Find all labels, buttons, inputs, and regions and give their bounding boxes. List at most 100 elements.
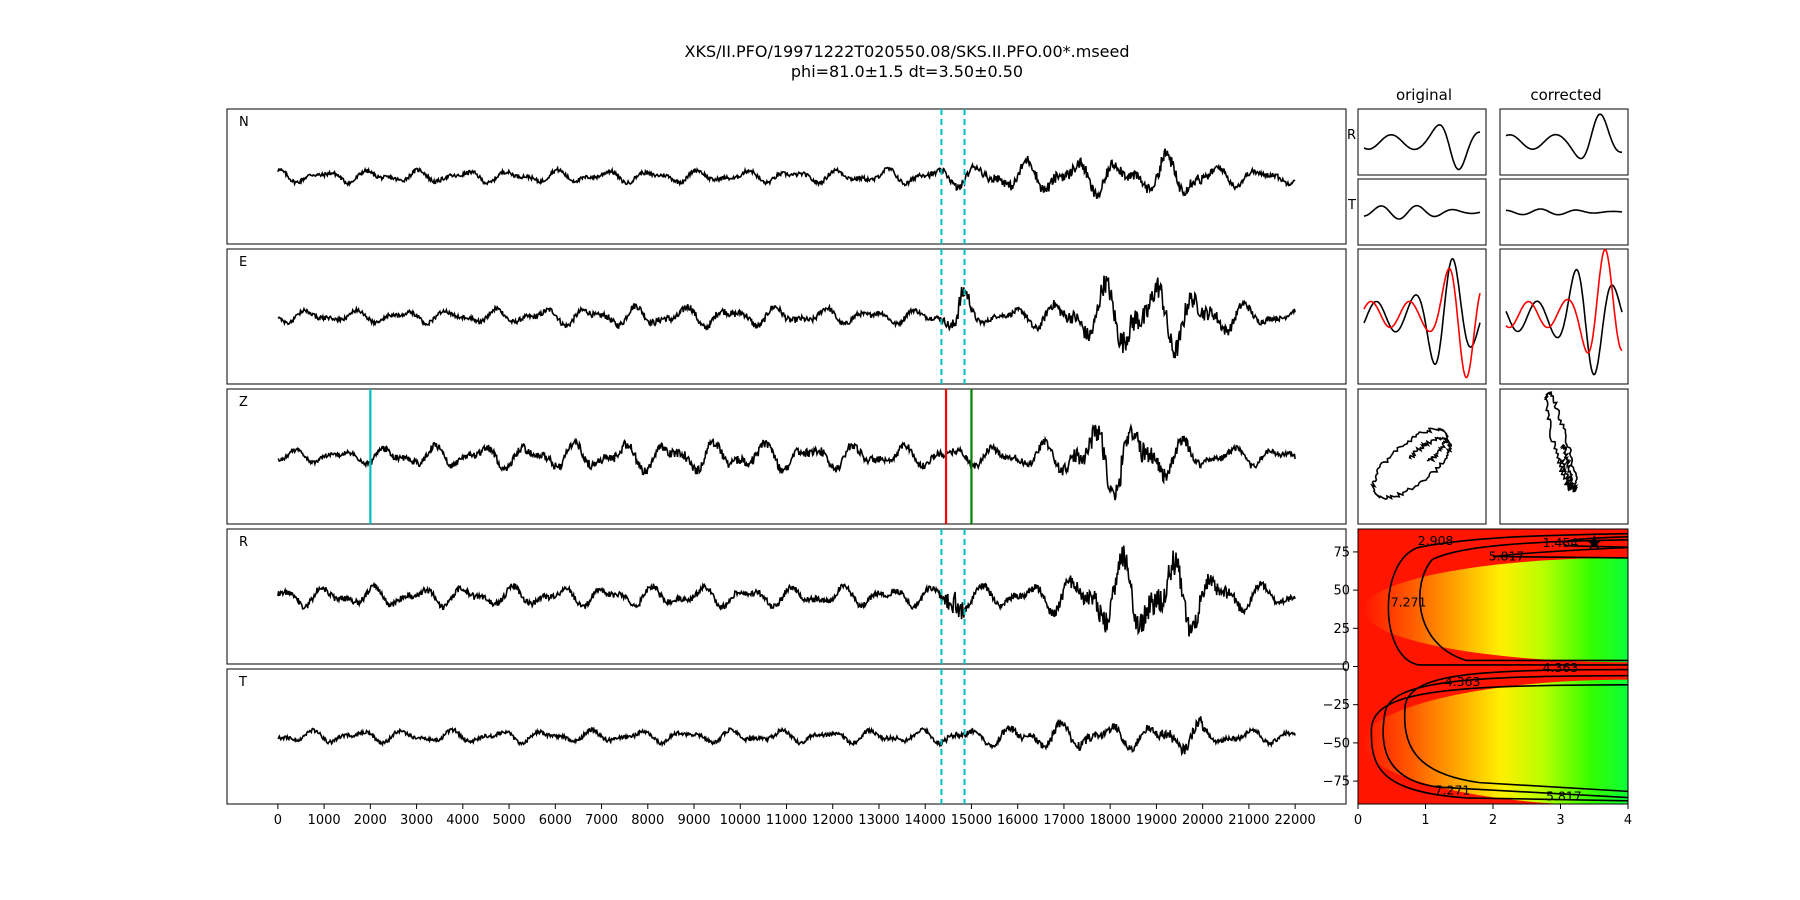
corrected-waveform-overlay: [1499, 248, 1629, 385]
trace-panel-label: N: [239, 115, 249, 130]
trace-panel-frame: [226, 248, 1347, 385]
heatmap-y-tick-label: 75: [1333, 545, 1350, 560]
splitting-grid-panel: 2.908 1.454 5.817 7.271 4.363 4.363 7.271 5.817…: [1323, 528, 1632, 828]
lower-minimum-band: [1363, 679, 1628, 804]
x-tick-label: 16000: [997, 813, 1038, 828]
trace-panel-r: R: [226, 528, 1347, 665]
x-tick-label: 4000: [446, 813, 479, 828]
x-tick-label: 0: [274, 813, 282, 828]
original-t-component: [1357, 178, 1487, 246]
contour-line: [1370, 684, 1628, 802]
mini-panel-frame: [1357, 108, 1487, 176]
fast-waveform: [1363, 257, 1481, 366]
mini-panel-frame: [1499, 178, 1629, 246]
contour-label: 4.363: [1543, 660, 1579, 675]
transverse-waveform: [1363, 204, 1481, 220]
heatmap-x-tick-label: 2: [1489, 813, 1497, 828]
contour-label: 5.817: [1489, 549, 1525, 564]
trace-panel-t: T: [226, 668, 1347, 805]
contour-line: [1403, 668, 1628, 793]
contour-line: [1562, 536, 1628, 548]
trace-panel-frame: [226, 388, 1347, 525]
mini-panel-frame: [1357, 178, 1487, 246]
seismic-trace: [277, 275, 1296, 359]
heatmap-y-tick-label: 0: [1342, 660, 1350, 675]
x-tick-label: 6000: [539, 813, 572, 828]
seismic-trace: [277, 716, 1296, 757]
fast-waveform: [1505, 268, 1623, 376]
trace-panel-label: R: [239, 535, 248, 550]
seismic-trace: [277, 148, 1296, 200]
mini-panel-frame: [1499, 248, 1629, 385]
trace-panel-frame: [226, 528, 1347, 665]
trace-panel-label: T: [238, 675, 247, 690]
x-tick-label: 22000: [1274, 813, 1315, 828]
heatmap-y-tick-label: −25: [1323, 698, 1350, 713]
row-label-t: T: [1347, 198, 1356, 213]
contour-label: 7.271: [1391, 594, 1427, 609]
seismic-trace: [277, 545, 1296, 637]
contour-line: [1492, 546, 1628, 559]
seismic-trace: [277, 423, 1296, 501]
trace-panel-label: E: [239, 255, 247, 270]
x-tick-label: 17000: [1043, 813, 1084, 828]
corrected-r-component: [1499, 108, 1629, 176]
mini-panel-frame: [1357, 388, 1487, 525]
column-title-original: original: [1396, 86, 1452, 104]
trace-panels: N E Z R T: [226, 108, 1347, 805]
x-tick-label: 19000: [1136, 813, 1177, 828]
contour-label: 7.271: [1435, 782, 1471, 797]
x-tick-label: 21000: [1228, 813, 1269, 828]
contour-line: [1387, 532, 1628, 666]
slow-waveform: [1363, 267, 1481, 379]
x-tick-label: 7000: [585, 813, 618, 828]
x-tick-label: 15000: [951, 813, 992, 828]
x-tick-label: 8000: [631, 813, 664, 828]
figure-subtitle: phi=81.0±1.5 dt=3.50±0.50: [791, 62, 1023, 81]
radial-waveform: [1505, 113, 1622, 160]
x-tick-label: 11000: [766, 813, 807, 828]
original-waveform-overlay: [1357, 248, 1487, 385]
contour-line: [1418, 539, 1628, 662]
x-tick-label: 9000: [677, 813, 710, 828]
original-r-component: [1357, 108, 1487, 176]
trace-panel-label: Z: [239, 395, 248, 410]
trace-panel-n: N: [226, 108, 1347, 245]
original-particle-motion: [1357, 388, 1487, 525]
heatmap-x-tick-label: 0: [1354, 813, 1362, 828]
corrected-t-component: [1499, 178, 1629, 246]
particle-motion-trace: [1370, 427, 1453, 501]
row-label-r: R: [1347, 128, 1356, 143]
x-tick-label: 12000: [812, 813, 853, 828]
contour-label: 2.908: [1418, 533, 1454, 548]
heatmap-y-tick-label: 25: [1333, 622, 1350, 637]
corrected-particle-motion: [1499, 388, 1629, 525]
heatmap-y-tick-label: −50: [1323, 736, 1350, 751]
x-tick-label: 5000: [493, 813, 526, 828]
x-tick-label: 1000: [308, 813, 341, 828]
x-tick-label: 20000: [1182, 813, 1223, 828]
heatmap-x-tick-label: 4: [1624, 813, 1632, 828]
contour-line: [1382, 674, 1628, 799]
slow-waveform: [1505, 248, 1623, 354]
trace-panel-e: E: [226, 248, 1347, 385]
x-tick-label: 18000: [1089, 813, 1130, 828]
trace-x-axis: 0 1000 2000 3000 4000 5000 6000 7000 8000 9000 100…: [274, 804, 1316, 828]
figure-title: XKS/II.PFO/19971222T020550.08/SKS.II.PFO…: [685, 42, 1130, 61]
transverse-waveform: [1505, 208, 1623, 216]
best-fit-star: [1586, 534, 1602, 550]
trace-panel-frame: [226, 108, 1347, 245]
particle-motion-panels: [1357, 108, 1629, 525]
mini-panel-frame: [1499, 388, 1629, 525]
trace-panel-z: Z: [226, 388, 1347, 525]
x-tick-label: 13000: [858, 813, 899, 828]
column-title-corrected: corrected: [1530, 86, 1601, 104]
radial-waveform: [1363, 123, 1481, 171]
x-tick-label: 14000: [905, 813, 946, 828]
x-tick-label: 3000: [400, 813, 433, 828]
heatmap-field: 2.908 1.454 5.817 7.271 4.363 4.363 7.271 5.817: [1358, 529, 1628, 804]
contour-label: 1.454: [1543, 535, 1579, 550]
contour-label: 5.817: [1546, 788, 1582, 803]
heatmap-y-tick-label: 50: [1333, 584, 1350, 599]
